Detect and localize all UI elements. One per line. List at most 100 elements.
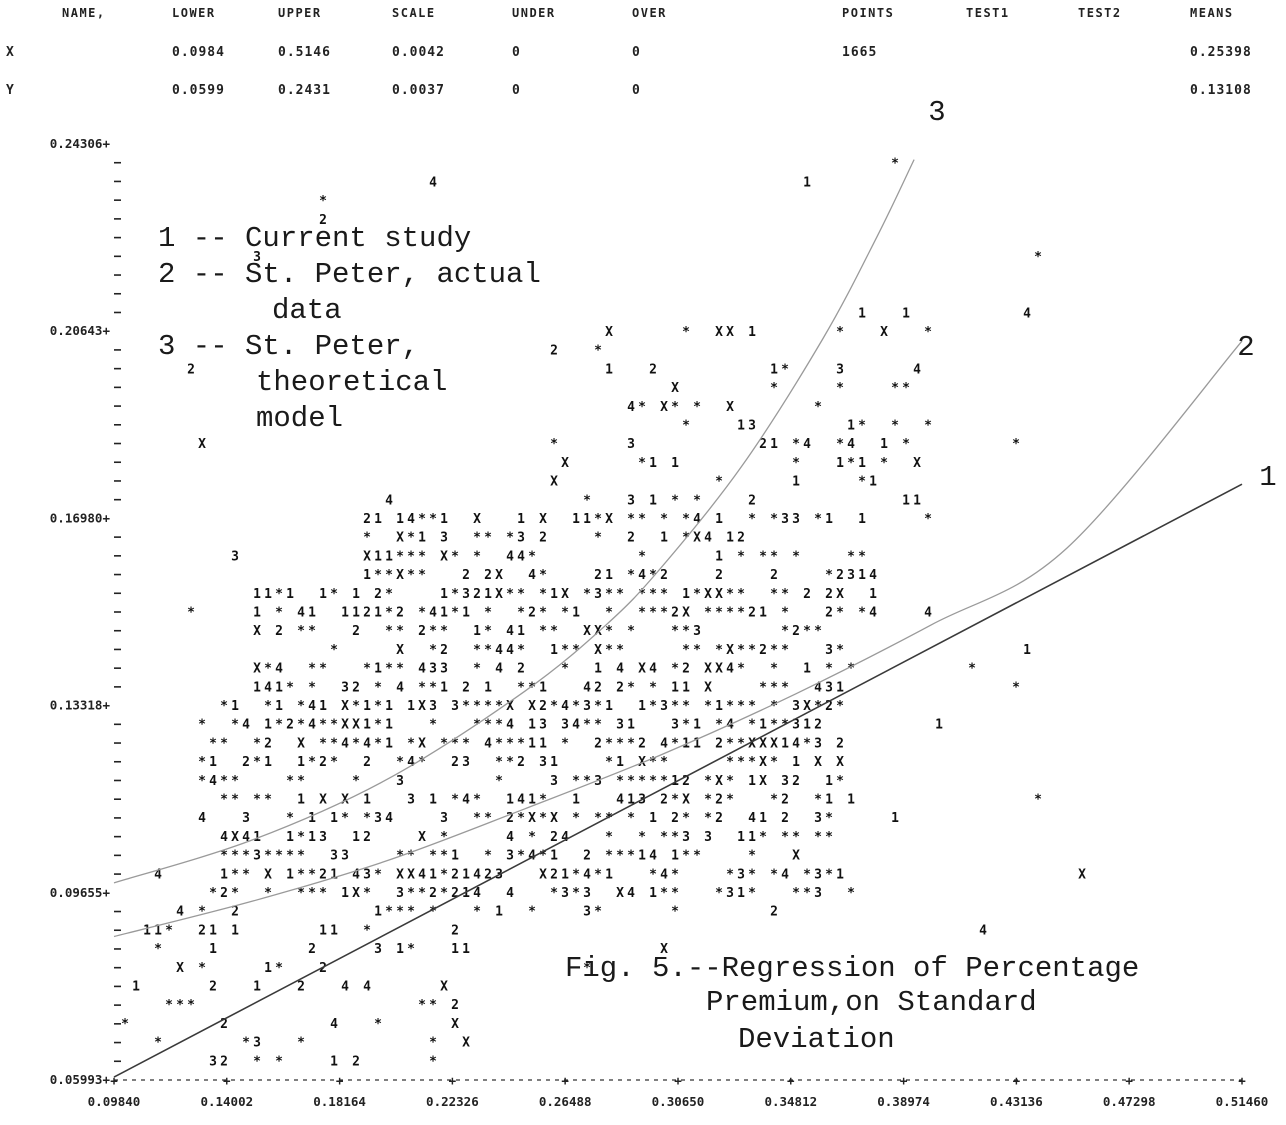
scatter-point: X bbox=[814, 755, 822, 770]
scatter-point: * bbox=[275, 849, 283, 864]
scatter-point: 2 bbox=[363, 512, 371, 527]
scatter-point: 4 bbox=[913, 362, 921, 377]
scatter-point: * bbox=[451, 606, 459, 621]
scatter-point: X bbox=[473, 512, 481, 527]
scatter-point: X bbox=[341, 718, 349, 733]
scatter-point: 4 bbox=[869, 568, 877, 583]
scatter-point: * bbox=[385, 568, 393, 583]
scatter-point: 3 bbox=[341, 849, 349, 864]
scatter-point: 1 bbox=[374, 606, 382, 621]
scatter-point: * bbox=[451, 793, 459, 808]
scatter-point: 1 bbox=[671, 456, 679, 471]
scatter-point: X bbox=[726, 643, 734, 658]
scatter-point: 3 bbox=[792, 699, 800, 714]
x-tick-label: 0.22326 bbox=[426, 1094, 479, 1109]
scatter-point: * bbox=[792, 886, 800, 901]
scatter-point: * bbox=[649, 867, 657, 882]
scatter-point: 1 bbox=[583, 512, 591, 527]
scatter-point: * bbox=[924, 512, 932, 527]
scatter-point: 1 bbox=[781, 736, 789, 751]
scatter-point: * bbox=[836, 643, 844, 658]
scatter-point: * bbox=[825, 830, 833, 845]
scatter-point: 1 bbox=[869, 587, 877, 602]
scatter-point: * bbox=[605, 606, 613, 621]
scatter-point: 2 bbox=[418, 624, 426, 639]
scatter-point: 1 bbox=[231, 699, 239, 714]
scatter-point: * bbox=[605, 755, 613, 770]
scatter-point: 2 bbox=[748, 606, 756, 621]
scatter-point: X bbox=[803, 699, 811, 714]
legend-line: data bbox=[272, 294, 342, 327]
scatter-point: * bbox=[748, 512, 756, 527]
scatter-point: * bbox=[770, 755, 778, 770]
scatter-point: * bbox=[770, 549, 778, 564]
stats-cell-X-scale: 0.0042 bbox=[392, 45, 445, 60]
scatter-point: * bbox=[473, 793, 481, 808]
stats-header-0: NAME, bbox=[62, 6, 106, 20]
scatter-point: * bbox=[231, 793, 239, 808]
stats-cell-X-means: 0.25398 bbox=[1190, 45, 1252, 60]
scatter-point: * bbox=[374, 568, 382, 583]
scatter-point: 2 bbox=[781, 811, 789, 826]
scatter-point: 3 bbox=[341, 680, 349, 695]
legend-line: model bbox=[256, 402, 343, 435]
scatter-point: * bbox=[550, 699, 558, 714]
scatter-point: * bbox=[539, 568, 547, 583]
scatter-point: * bbox=[473, 718, 481, 733]
scatter-point: * bbox=[429, 718, 437, 733]
scatter-point: 4 bbox=[704, 531, 712, 546]
scatter-point: 4 bbox=[693, 512, 701, 527]
scatter-point: 3 bbox=[693, 624, 701, 639]
scatter-point: * bbox=[781, 606, 789, 621]
scatter-point: 4 bbox=[506, 643, 514, 658]
scatter-point: 4 bbox=[330, 1017, 338, 1032]
scatter-point: 3 bbox=[616, 718, 624, 733]
scatter-point: * bbox=[572, 811, 580, 826]
stats-cell-X-upper: 0.5146 bbox=[278, 45, 331, 60]
regression-curve-1 bbox=[113, 483, 1243, 1078]
scatter-point: 4 bbox=[627, 400, 635, 415]
scatter-point: 3 bbox=[374, 942, 382, 957]
scatter-point: X bbox=[704, 680, 712, 695]
scatter-point: 1 bbox=[649, 456, 657, 471]
scatter-point: * bbox=[462, 736, 470, 751]
scatter-point: 4 bbox=[418, 662, 426, 677]
scatter-point: 1 bbox=[484, 587, 492, 602]
scatter-point: 2 bbox=[451, 998, 459, 1013]
scatter-point: X bbox=[1078, 867, 1086, 882]
scatter-point: * bbox=[495, 755, 503, 770]
scatter-point: 1 bbox=[407, 699, 415, 714]
scatter-point: * bbox=[484, 718, 492, 733]
scatter-point: 4 bbox=[154, 867, 162, 882]
scatter-point: * bbox=[286, 774, 294, 789]
scatter-point: X bbox=[759, 736, 767, 751]
scatter-point: 1 bbox=[649, 886, 657, 901]
scatter-point: 1 bbox=[572, 606, 580, 621]
scatter-point: X bbox=[836, 587, 844, 602]
scatter-point: * bbox=[407, 905, 415, 920]
scatter-point: 1 bbox=[286, 587, 294, 602]
scatter-point: * bbox=[297, 886, 305, 901]
scatter-point: * bbox=[682, 699, 690, 714]
scatter-point: 4 bbox=[198, 811, 206, 826]
scatter-point: X bbox=[451, 1017, 459, 1032]
scatter-point: 1 bbox=[341, 886, 349, 901]
scatter-point: 4 bbox=[396, 680, 404, 695]
scatter-point: 4 bbox=[517, 793, 525, 808]
scatter-point: * bbox=[385, 905, 393, 920]
scatter-point: * bbox=[517, 587, 525, 602]
scatter-point: * bbox=[275, 961, 283, 976]
scatter-point: 4 bbox=[792, 736, 800, 751]
scatter-point: * bbox=[902, 381, 910, 396]
scatter-point: X bbox=[396, 531, 404, 546]
stats-table: NAME, LOWER UPPER SCALE UNDER OVER POINTS TEST1… bbox=[0, 0, 1286, 110]
scatter-point: 1 bbox=[253, 680, 261, 695]
scatter-point: * bbox=[231, 849, 239, 864]
scatter-point: * bbox=[770, 867, 778, 882]
scatter-point: * bbox=[264, 662, 272, 677]
scatter-point: * bbox=[165, 998, 173, 1013]
scatter-point: * bbox=[803, 886, 811, 901]
scatter-point: 1 bbox=[693, 736, 701, 751]
scatter-point: X bbox=[341, 699, 349, 714]
